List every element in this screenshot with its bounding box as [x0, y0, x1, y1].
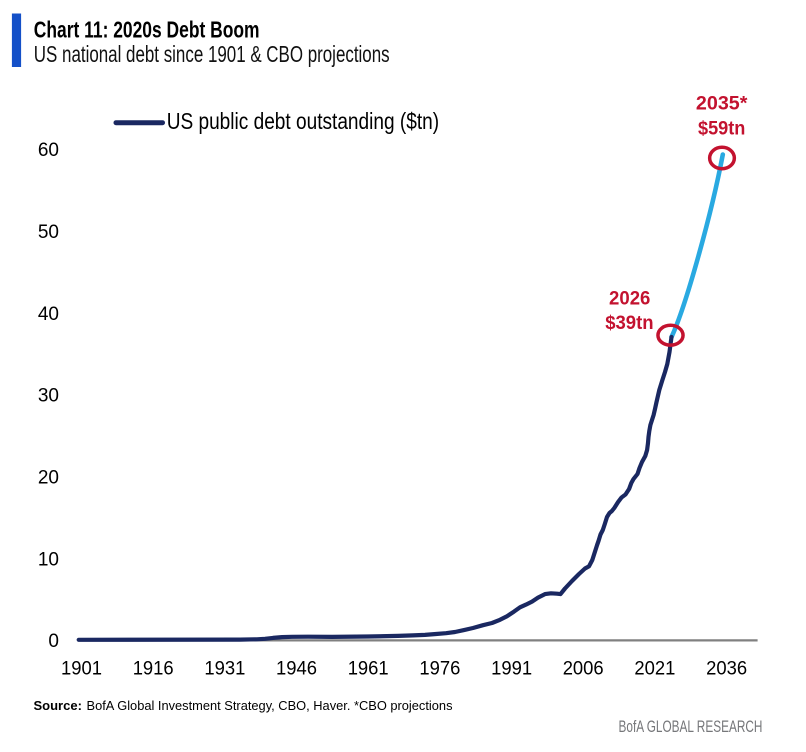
svg-text:$59tn: $59tn [698, 119, 745, 140]
svg-text:2036: 2036 [706, 659, 747, 680]
svg-text:40: 40 [38, 304, 59, 325]
svg-text:1931: 1931 [204, 659, 245, 680]
svg-text:1946: 1946 [276, 659, 317, 680]
svg-text:US national debt since 1901 &: US national debt since 1901 & CBO projec… [34, 41, 390, 67]
svg-text:Source:: Source: [34, 698, 82, 713]
svg-text:1991: 1991 [491, 659, 532, 680]
svg-text:2021: 2021 [634, 659, 675, 680]
svg-text:US public debt outstanding ($t: US public debt outstanding ($tn) [167, 108, 439, 134]
svg-text:30: 30 [38, 386, 59, 407]
svg-text:60: 60 [38, 140, 59, 161]
svg-text:$39tn: $39tn [605, 313, 653, 334]
svg-text:BofA GLOBAL RESEARCH: BofA GLOBAL RESEARCH [619, 717, 763, 736]
svg-text:1916: 1916 [133, 659, 174, 680]
svg-text:2035*: 2035* [696, 94, 748, 115]
svg-text:10: 10 [38, 549, 59, 570]
svg-text:1961: 1961 [348, 659, 389, 680]
svg-text:1976: 1976 [419, 659, 460, 680]
svg-text:Chart 11: 2020s Debt Boom: Chart 11: 2020s Debt Boom [34, 16, 260, 42]
svg-text:2026: 2026 [609, 289, 650, 310]
svg-text:1901: 1901 [61, 659, 102, 680]
svg-text:2006: 2006 [563, 659, 604, 680]
svg-text:50: 50 [38, 222, 59, 243]
svg-text:BofA Global Investment Strateg: BofA Global Investment Strategy, CBO, Ha… [87, 698, 453, 713]
svg-text:20: 20 [38, 468, 59, 489]
svg-text:0: 0 [48, 631, 59, 652]
